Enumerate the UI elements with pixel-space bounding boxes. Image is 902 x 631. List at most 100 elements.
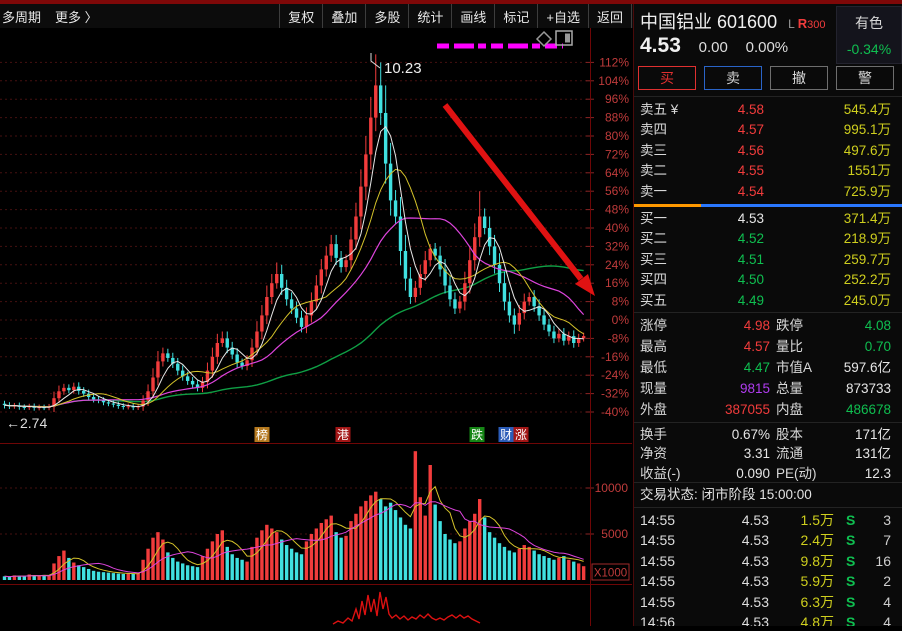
multi-stock-button[interactable]: 多股 [365,4,408,28]
svg-text:财: 财 [500,428,512,442]
alert-button[interactable]: 警 [836,66,894,90]
stats2-row: 换手 0.67% 股本 171亿 [640,427,891,442]
diamond-icon[interactable] [535,30,553,48]
stats-row: 外盘 387055 内盘 486678 [640,402,891,417]
svg-text:112%: 112% [599,55,629,69]
separator [634,482,902,483]
svg-text:88%: 88% [605,111,629,125]
stats-row: 涨停 4.98 跌停 4.08 [640,318,891,333]
svg-text:104%: 104% [598,74,629,88]
buy-sell-strength-bar [634,204,902,207]
svg-text:5000: 5000 [601,527,628,541]
volume-unit-box [591,563,630,581]
price-change-pct: 0.00% [745,39,789,56]
indicator-panel-partial[interactable] [0,585,632,626]
buy-button[interactable]: 买 [638,66,696,90]
event-tag[interactable] [254,427,270,442]
more-menu[interactable]: 更多 〉 [55,9,98,25]
multi-period-menu[interactable]: 多周期 [2,9,42,25]
svg-text:8%: 8% [612,295,630,309]
ask-row-3[interactable]: 卖三 4.56 497.6万 [640,142,891,158]
svg-text:榜: 榜 [256,427,268,442]
svg-text:80%: 80% [605,129,629,143]
svg-text:24%: 24% [605,258,629,272]
peak-pointer [370,53,381,69]
overlay-button[interactable]: 叠加 [322,4,365,28]
volume-chart-canvas[interactable]: 10000 5000 X1000 [0,444,632,584]
svg-text:-24%: -24% [601,368,629,382]
event-tag[interactable] [498,427,514,442]
sell-button[interactable]: 卖 [704,66,762,90]
stock-title: 中国铝业 601600 L R300 [640,8,825,34]
mark-button[interactable]: 标记 [494,4,537,28]
stock-name: 中国铝业 [640,12,712,32]
svg-text:港: 港 [337,428,349,442]
svg-text:10000: 10000 [595,481,629,495]
last-price: 4.53 [640,34,681,57]
svg-text:0%: 0% [612,313,630,327]
separator [634,422,902,423]
split-pane-icon-fill [565,33,570,43]
stats-row: 现量 9815 总量 873733 [640,381,891,396]
transaction-row: 14:55 4.53 1.5万 S 3 [640,512,891,528]
event-tag[interactable] [469,427,485,442]
sector-name: 有色 [855,15,883,31]
price-row: 4.53 0.00 0.00% [640,34,788,58]
stats-row: 最低 4.47 市值A 597.6亿 [640,360,891,375]
separator [634,312,902,313]
svg-text:-16%: -16% [601,350,629,364]
main-chart-panel[interactable]: 112% 104% 96% 88% 80% 72% 64% 56% 48% 40% 32% 24% 16… [0,28,632,444]
bid-row-4[interactable]: 买四 4.50 252.2万 [640,272,891,288]
trading-status: 交易状态: 闭市阶段 15:00:00 [640,487,812,502]
chart-column: 112% 104% 96% 88% 80% 72% 64% 56% 48% 40% 32% 24% 16… [0,28,633,626]
svg-text:56%: 56% [605,184,629,198]
sector-change: -0.34% [846,41,892,57]
svg-text:-8%: -8% [608,331,630,345]
transaction-row: 14:55 4.53 2.4万 S 7 [640,532,891,549]
toolbar-left: 多周期 更多 〉 [0,7,98,26]
separator [634,96,902,97]
transaction-row: 14:55 4.53 5.9万 S 2 [640,573,891,590]
event-tag[interactable] [513,427,529,442]
stock-code: 601600 [717,12,778,32]
transaction-row: 14:55 4.53 9.8万 S 16 [640,552,891,569]
bid-row-1[interactable]: 买一 4.53 371.4万 [640,211,891,226]
draw-line-button[interactable]: 画线 [451,4,494,28]
svg-text:32%: 32% [605,239,629,253]
transaction-row: 14:56 4.53 4.8万 S 4 [640,614,891,626]
red-arrow-annotation[interactable] [442,103,584,281]
split-pane-icon[interactable] [555,30,573,46]
sector-box[interactable]: 有色 -0.34% [836,6,902,64]
volume-unit-label: X1000 [594,568,627,580]
back-button[interactable]: 返回 [587,4,632,28]
bid-row-3[interactable]: 买三 4.51 259.7万 [640,251,891,267]
ask-row-5[interactable]: 卖五 ¥ 4.58 545.4万 [640,102,891,117]
ask-row-1[interactable]: 卖一 4.54 725.9万 [640,183,891,199]
svg-text:-32%: -32% [601,387,629,401]
svg-text:48%: 48% [605,203,629,217]
stats-row: 最高 4.57 量比 0.70 [640,339,891,354]
toolbar-buttons: 复权 叠加 多股 统计 画线 标记 +自选 返回 [279,4,632,28]
cancel-order-button[interactable]: 撤 [770,66,828,90]
quote-panel: 中国铝业 601600 L R300 有色 -0.34% 4.53 0.00 0… [633,4,902,626]
stats2-row: 收益(-) 0.090 PE(动) 12.3 [640,465,891,481]
peak-price-label: 10.23 [384,60,422,77]
add-watchlist-button[interactable]: +自选 [537,4,588,28]
svg-text:16%: 16% [605,276,629,290]
stats2-row: 净资 3.31 流通 131亿 [640,446,891,462]
event-tag[interactable] [335,427,351,442]
svg-text:40%: 40% [605,221,629,235]
indicator-chart-canvas[interactable] [0,585,632,626]
volume-panel[interactable]: 10000 5000 X1000 [0,444,632,585]
bid-row-2[interactable]: 买二 4.52 218.9万 [640,231,891,247]
restore-rights-button[interactable]: 复权 [279,4,322,28]
ask-row-2[interactable]: 卖二 4.55 1551万 [640,163,891,179]
svg-text:跌: 跌 [471,427,483,442]
svg-text:-40%: -40% [601,405,629,419]
candlestick-chart-canvas[interactable]: 112% 104% 96% 88% 80% 72% 64% 56% 48% 40% 32% 24% 16… [0,28,632,443]
bid-row-5[interactable]: 买五 4.49 245.0万 [640,292,891,308]
ask-row-4[interactable]: 卖四 4.57 995.1万 [640,122,891,138]
statistics-button[interactable]: 统计 [408,4,451,28]
svg-text:64%: 64% [605,166,629,180]
svg-text:涨: 涨 [515,427,527,442]
